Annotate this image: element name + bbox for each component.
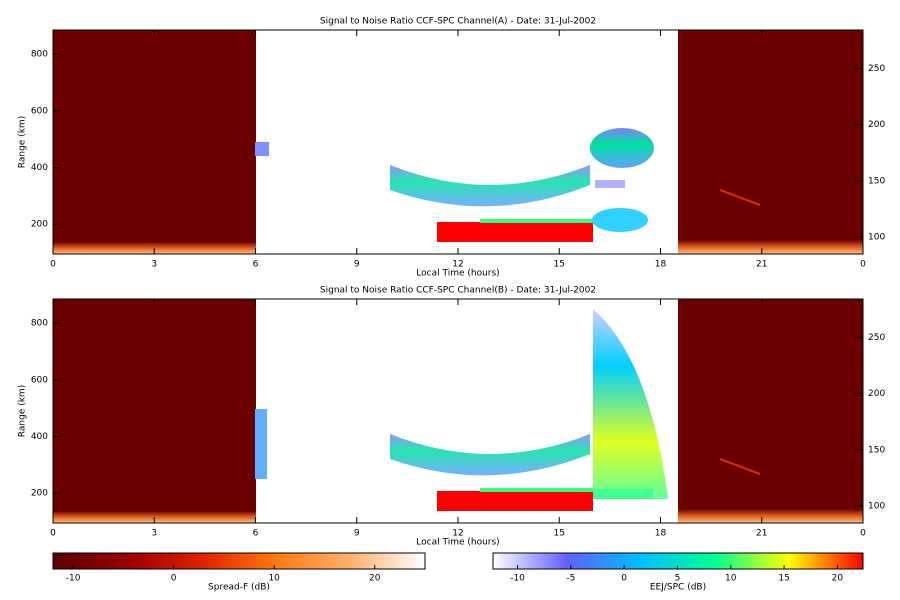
x-tick-label: 0	[860, 529, 866, 539]
colorbar-tick-label: 20	[369, 574, 381, 584]
x-tick-label: 0	[50, 529, 56, 539]
y-tick-label: 200	[31, 489, 48, 499]
panel-title: Signal to Noise Ratio CCF-SPC Channel(A)…	[320, 17, 596, 27]
x-tick-label: 0	[50, 260, 56, 270]
y-tick-label: 400	[31, 432, 48, 442]
y2-tick-label: 250	[868, 333, 885, 343]
x-tick-label: 12	[452, 260, 463, 270]
x-tick-label: 15	[554, 529, 565, 539]
y-tick-label: 800	[31, 50, 48, 60]
x-tick-label: 18	[655, 260, 667, 270]
y2-tick-label: 100	[868, 233, 885, 243]
echo-arc	[390, 165, 590, 207]
y2-tick-label: 200	[868, 120, 885, 130]
echo	[593, 489, 653, 499]
colorbar	[492, 552, 864, 570]
y-tick-label: 200	[31, 220, 48, 230]
x-tick-label: 3	[151, 260, 157, 270]
streak	[719, 189, 761, 206]
low-band	[678, 509, 863, 523]
echo	[255, 142, 269, 156]
colorbar-tick-label: -10	[510, 574, 525, 584]
colorbar-tick-label: -5	[566, 574, 575, 584]
colorbar-tick-label: 0	[621, 574, 627, 584]
x-tick-label: 21	[756, 529, 767, 539]
dark-region	[53, 30, 256, 254]
y2-tick-label: 150	[868, 445, 885, 455]
x-tick-label: 12	[452, 529, 463, 539]
x-tick-label: 0	[860, 260, 866, 270]
x-axis-label: Local Time (hours)	[416, 538, 499, 548]
echo-green	[480, 219, 593, 223]
panel-title: Signal to Noise Ratio CCF-SPC Channel(B)…	[320, 286, 596, 296]
y-tick-label: 600	[31, 375, 48, 385]
colorbar-tick-label: 10	[268, 574, 280, 584]
dark-region	[53, 299, 256, 523]
colorbar-label: Spread-F (dB)	[208, 583, 270, 593]
x-axis-label: Local Time (hours)	[416, 269, 499, 279]
y-axis-label: Range (km)	[18, 385, 28, 437]
echo-red	[437, 491, 593, 511]
colorbar-tick-label: 10	[725, 574, 737, 584]
x-tick-label: 18	[655, 529, 667, 539]
echo-arc	[390, 434, 590, 476]
x-tick-label: 9	[354, 260, 360, 270]
y-tick-label: 600	[31, 106, 48, 116]
y2-tick-label: 100	[868, 502, 885, 512]
x-tick-label: 3	[151, 529, 157, 539]
x-tick-label: 9	[354, 529, 360, 539]
echo-green	[480, 488, 593, 492]
low-band	[678, 240, 863, 254]
dark-region	[678, 30, 863, 254]
x-tick-label: 6	[253, 260, 259, 270]
y2-tick-label: 250	[868, 64, 885, 74]
echo	[590, 128, 654, 168]
streak	[719, 458, 761, 475]
colorbar-tick-label: 5	[675, 574, 681, 584]
colorbar-tick-label: 20	[832, 574, 844, 584]
echo	[593, 309, 668, 499]
echo-red	[437, 222, 593, 242]
colorbar-tick-label: -10	[66, 574, 81, 584]
y-tick-label: 800	[31, 319, 48, 329]
x-tick-label: 15	[554, 260, 565, 270]
colorbar-label: EEJ/SPC (dB)	[650, 583, 706, 593]
colorbar-tick-label: 15	[778, 574, 789, 584]
echo	[592, 208, 648, 232]
y2-tick-label: 150	[868, 176, 885, 186]
y-axis-label: Range (km)	[18, 116, 28, 168]
y2-tick-label: 200	[868, 389, 885, 399]
echo	[255, 409, 267, 479]
echo	[595, 180, 625, 188]
x-tick-label: 6	[253, 529, 259, 539]
colorbar	[52, 552, 426, 570]
x-tick-label: 21	[756, 260, 767, 270]
colorbar-tick-label: 0	[171, 574, 177, 584]
y-tick-label: 400	[31, 163, 48, 173]
dark-region	[678, 299, 863, 523]
